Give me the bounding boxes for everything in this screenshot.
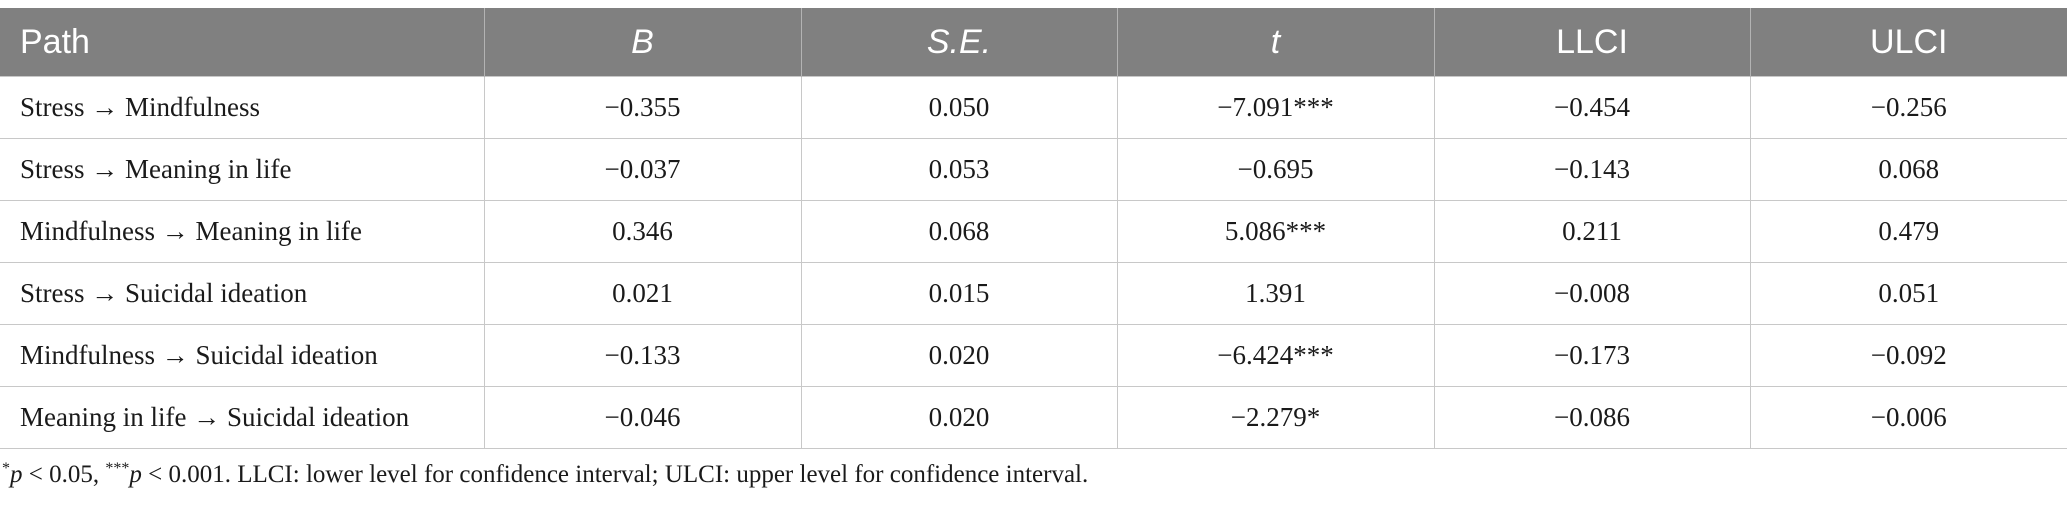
cell-path: Mindfulness → Meaning in life	[0, 200, 484, 263]
table-row: Mindfulness → Meaning in life 0.346 0.06…	[0, 200, 2067, 263]
table-row: Meaning in life → Suicidal ideation −0.0…	[0, 386, 2067, 449]
cell-b: −0.046	[483, 386, 801, 449]
table-body: Stress → Mindfulness −0.355 0.050 −7.091…	[0, 76, 2067, 449]
cell-ulci: −0.092	[1749, 324, 2067, 387]
cell-path: Mindfulness → Suicidal ideation	[0, 324, 484, 387]
footnote-sig1-condition: < 0.05,	[22, 461, 106, 488]
cell-t: −6.424***	[1116, 324, 1434, 387]
cell-se: 0.015	[800, 262, 1117, 325]
cell-llci: −0.086	[1433, 386, 1750, 449]
cell-ulci: 0.051	[1749, 262, 2067, 325]
cell-b: −0.133	[483, 324, 801, 387]
cell-path: Stress → Mindfulness	[0, 76, 484, 139]
cell-b: −0.355	[483, 76, 801, 139]
cell-llci: 0.211	[1433, 200, 1750, 263]
footnote-definitions: LLCI: lower level for confidence interva…	[237, 461, 1089, 488]
header-t: t	[1116, 8, 1434, 77]
header-se: S.E.	[800, 8, 1117, 77]
table-row: Stress → Suicidal ideation 0.021 0.015 1…	[0, 262, 2067, 325]
cell-se: 0.020	[800, 324, 1117, 387]
cell-t: −2.279*	[1116, 386, 1434, 449]
cell-se: 0.020	[800, 386, 1117, 449]
header-llci: LLCI	[1433, 8, 1750, 77]
footnote-sig2-condition: < 0.001.	[141, 461, 238, 488]
cell-path: Stress → Meaning in life	[0, 138, 484, 201]
cell-llci: −0.143	[1433, 138, 1750, 201]
table-row: Mindfulness → Suicidal ideation −0.133 0…	[0, 324, 2067, 387]
footnote-sig1-mark: *	[2, 460, 10, 477]
cell-ulci: 0.479	[1749, 200, 2067, 263]
cell-ulci: 0.068	[1749, 138, 2067, 201]
cell-ulci: −0.006	[1749, 386, 2067, 449]
header-b: B	[483, 8, 801, 77]
footnote-sig1-p: p	[10, 461, 23, 488]
results-table-container: Path B S.E. t LLCI ULCI Stress → Mindful…	[0, 8, 2067, 449]
cell-path: Stress → Suicidal ideation	[0, 262, 484, 325]
table-row: Stress → Mindfulness −0.355 0.050 −7.091…	[0, 76, 2067, 139]
cell-llci: −0.454	[1433, 76, 1750, 139]
cell-ulci: −0.256	[1749, 76, 2067, 139]
table-footnote: *p < 0.05, ***p < 0.001. LLCI: lower lev…	[2, 460, 1088, 489]
cell-se: 0.053	[800, 138, 1117, 201]
header-ulci: ULCI	[1749, 8, 2067, 77]
header-row: Path B S.E. t LLCI ULCI	[0, 8, 2067, 77]
cell-llci: −0.008	[1433, 262, 1750, 325]
path-coefficients-table: Path B S.E. t LLCI ULCI Stress → Mindful…	[0, 8, 2067, 449]
cell-t: 1.391	[1116, 262, 1434, 325]
cell-se: 0.050	[800, 76, 1117, 139]
cell-b: −0.037	[483, 138, 801, 201]
footnote-sig2-p: p	[129, 461, 142, 488]
cell-t: 5.086***	[1116, 200, 1434, 263]
cell-se: 0.068	[800, 200, 1117, 263]
cell-b: 0.346	[483, 200, 801, 263]
cell-b: 0.021	[483, 262, 801, 325]
table-row: Stress → Meaning in life −0.037 0.053 −0…	[0, 138, 2067, 201]
cell-path: Meaning in life → Suicidal ideation	[0, 386, 484, 449]
table-header: Path B S.E. t LLCI ULCI	[0, 8, 2067, 77]
cell-t: −7.091***	[1116, 76, 1434, 139]
header-path: Path	[0, 8, 484, 77]
cell-t: −0.695	[1116, 138, 1434, 201]
footnote-sig2-mark: ***	[105, 460, 130, 477]
cell-llci: −0.173	[1433, 324, 1750, 387]
